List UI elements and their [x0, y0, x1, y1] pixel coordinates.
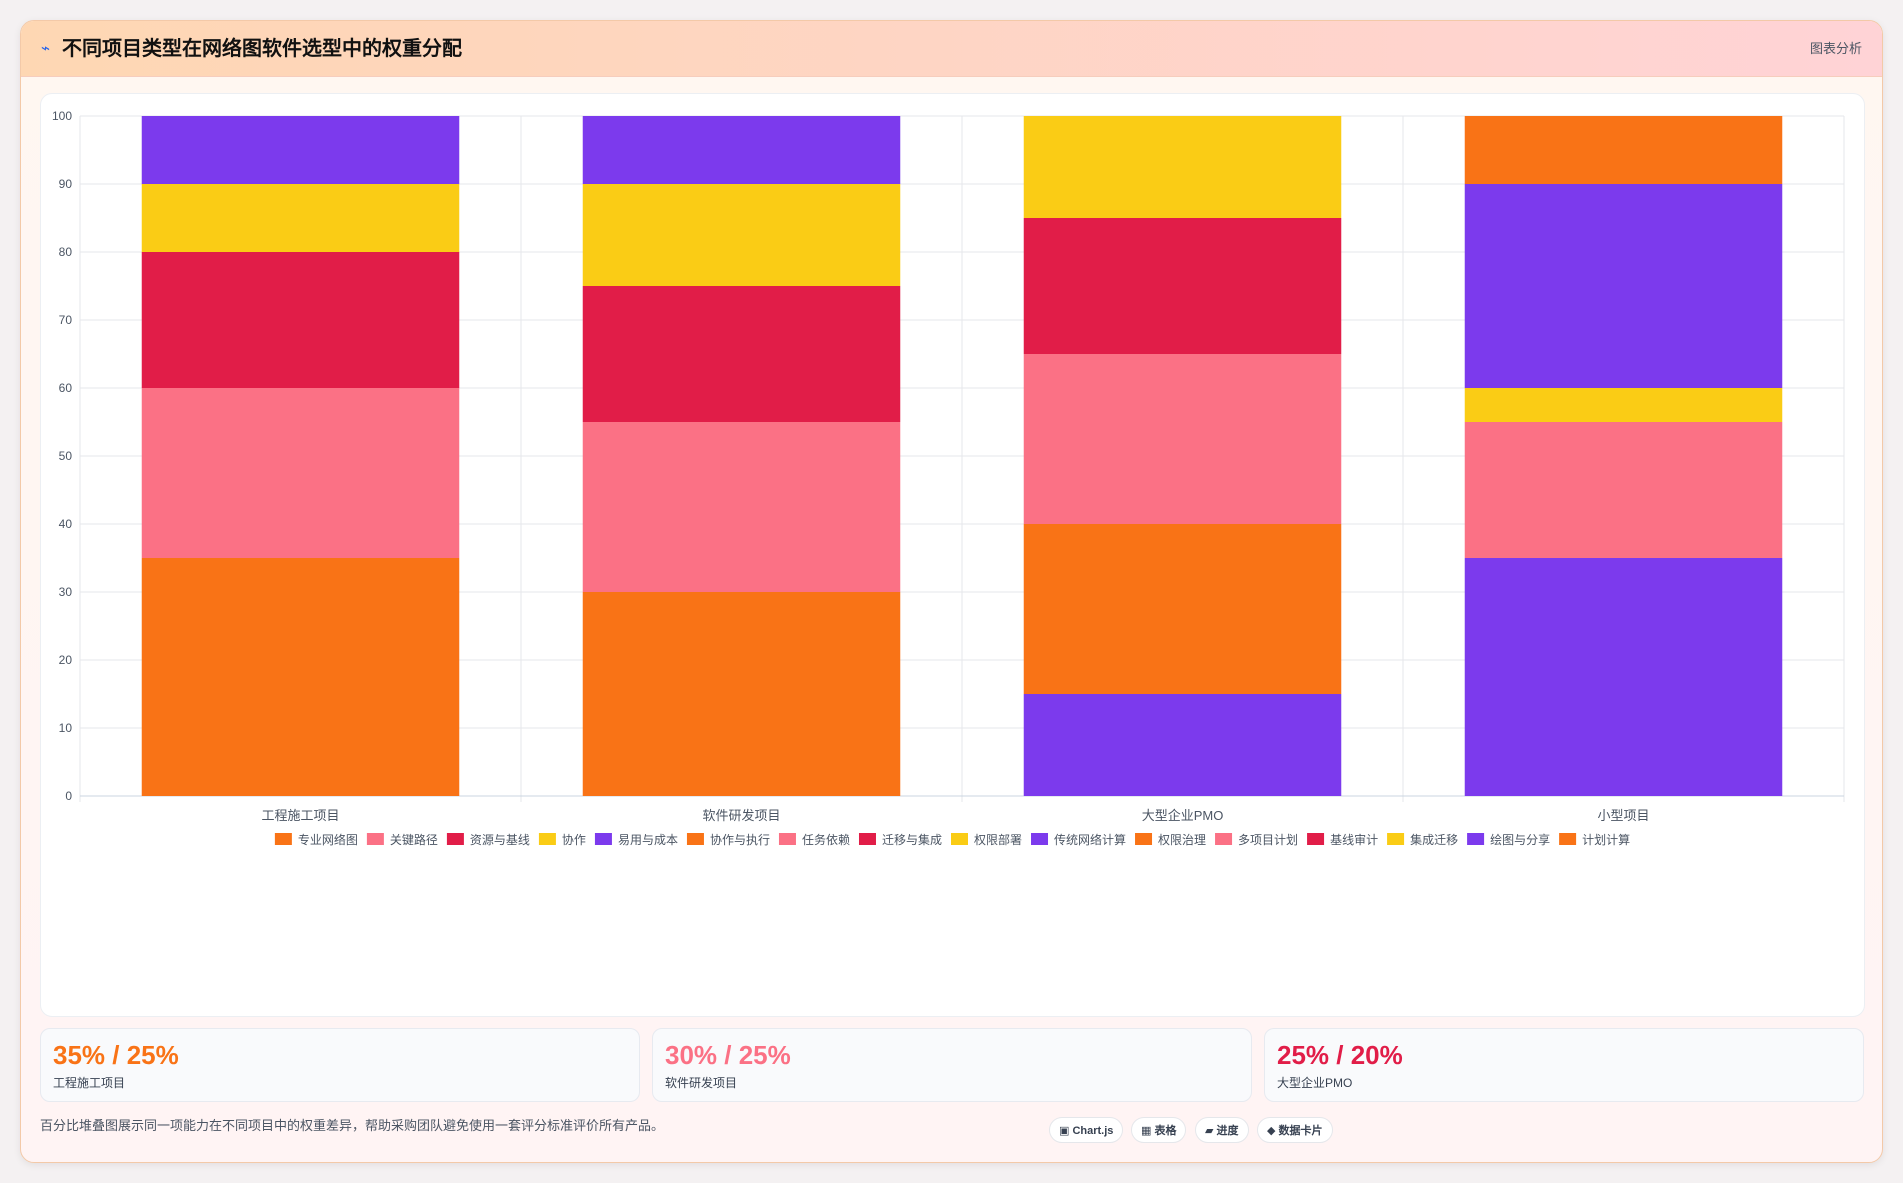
progress-pill-button[interactable]: ▰ 进度: [1195, 1117, 1249, 1143]
bar-segment: [1023, 218, 1342, 354]
y-tick-label: 30: [59, 585, 73, 599]
x-tick-label: 大型企业PMO: [1142, 808, 1224, 823]
bar-segment: [141, 184, 460, 252]
stacked-bar-chart: 0 10 20 30 40 50 60 70 80 90 100 工程施工项目 软件研发项目 大型企业PM…: [52, 109, 1845, 847]
legend-swatch: [538, 833, 556, 845]
chart-analysis-tag: 图表分析: [1809, 41, 1862, 56]
stat-value: 30% / 25%: [665, 1040, 791, 1070]
bar-segment: [582, 592, 901, 796]
bar-segment: [1464, 388, 1783, 422]
bar-segment: [582, 422, 901, 592]
legend-label: 权限部署: [974, 832, 1022, 847]
legend-swatch: [1215, 833, 1233, 845]
legend-label: 基线审计: [1330, 832, 1378, 847]
legend-label: 任务依赖: [802, 832, 850, 847]
legend-swatch: [1307, 833, 1325, 845]
chart-panel: 0 10 20 30 40 50 60 70 80 90 100 工程施工项目 软件研发项目 大型企业PM…: [40, 93, 1865, 1017]
y-tick-label: 70: [59, 313, 73, 327]
legend-label: 传统网络计算: [1054, 832, 1126, 847]
legend-swatch: [274, 833, 292, 845]
bar-segment: [582, 184, 901, 286]
y-tick-label: 20: [59, 653, 73, 667]
chart-pulse-icon: ⌁: [41, 40, 51, 57]
x-tick-label: 工程施工项目: [261, 808, 339, 823]
bar-segment: [141, 252, 460, 388]
stat-card-pmo: 25% / 20% 大型企业PMO: [1264, 1028, 1864, 1102]
legend-swatch: [1031, 833, 1049, 845]
x-tick-label: 软件研发项目: [702, 808, 780, 823]
legend-label: 集成迁移: [1410, 832, 1458, 847]
bar-segment: [1023, 354, 1342, 524]
legend-label: 计划计算: [1582, 832, 1630, 847]
stat-card-software: 30% / 25% 软件研发项目: [652, 1028, 1252, 1102]
y-tick-label: 100: [52, 109, 72, 123]
bar-segment: [582, 286, 901, 422]
bar-segment: [1464, 184, 1783, 388]
table-pill-button[interactable]: ▦ 表格: [1131, 1117, 1187, 1143]
stat-value: 25% / 20%: [1277, 1040, 1403, 1070]
y-tick-label: 60: [59, 381, 73, 395]
x-tick-label: 小型项目: [1597, 808, 1649, 823]
bar-segment: [141, 116, 460, 184]
legend-swatch: [1135, 833, 1153, 845]
stat-label: 软件研发项目: [665, 1076, 738, 1090]
y-tick-label: 10: [59, 721, 73, 735]
y-tick-label: 90: [59, 177, 73, 191]
bar-segment: [582, 116, 901, 184]
legend-swatch: [446, 833, 464, 845]
bar-segment: [141, 388, 460, 558]
stat-label: 大型企业PMO: [1277, 1076, 1353, 1090]
legend-label: 易用与成本: [618, 833, 678, 847]
legend-swatch: [1467, 833, 1485, 845]
legend-label: 权限治理: [1158, 833, 1206, 847]
chartjs-pill-button[interactable]: ▣ Chart.js: [1049, 1117, 1124, 1143]
legend-swatch: [951, 833, 968, 845]
legend-label: 多项目计划: [1238, 833, 1298, 847]
legend-label: 迁移与集成: [882, 832, 942, 847]
legend-swatch: [1387, 833, 1405, 845]
y-tick-label: 0: [65, 789, 72, 803]
bar-segment: [1023, 694, 1342, 796]
legend-swatch: [366, 833, 384, 845]
stat-label: 工程施工项目: [53, 1076, 126, 1090]
legend-swatch: [594, 833, 612, 845]
legend-label: 关键路径: [390, 832, 438, 847]
chart-title: 不同项目类型在网络图软件选型中的权重分配: [62, 38, 462, 60]
legend-label: 协作与执行: [710, 832, 770, 847]
legend-label: 协作: [562, 832, 586, 847]
legend-label: 专业网络图: [298, 832, 358, 847]
legend-swatch: [778, 833, 796, 845]
data-card-pill-button[interactable]: ◆ 数据卡片: [1257, 1117, 1333, 1143]
legend-swatch: [858, 833, 876, 845]
bar-segment: [1464, 558, 1783, 796]
chart-card: ⌁ 不同项目类型在网络图软件选型中的权重分配 图表分析 0 10 20 30 40 50 6…: [20, 20, 1883, 1163]
chart-caption: 百分比堆叠图展示同一项能力在不同项目中的权重差异，帮助采购团队避免使用一套评分标…: [40, 1118, 665, 1133]
legend-label: 绘图与分享: [1490, 832, 1550, 847]
bar-segment: [141, 558, 460, 796]
stat-card-engineering: 35% / 25% 工程施工项目: [40, 1028, 640, 1102]
y-tick-label: 40: [59, 517, 73, 531]
bar-segment: [1023, 116, 1342, 218]
y-tick-label: 80: [59, 245, 73, 259]
legend-swatch: [1559, 833, 1577, 845]
bar-segment: [1464, 422, 1783, 558]
card-header: ⌁ 不同项目类型在网络图软件选型中的权重分配 图表分析: [21, 21, 1882, 77]
legend-swatch: [686, 833, 704, 845]
stat-value: 35% / 25%: [53, 1040, 179, 1070]
bar-segment: [1464, 116, 1783, 184]
y-tick-label: 50: [59, 449, 73, 463]
legend-label: 资源与基线: [470, 833, 530, 847]
bar-segment: [1023, 524, 1342, 694]
